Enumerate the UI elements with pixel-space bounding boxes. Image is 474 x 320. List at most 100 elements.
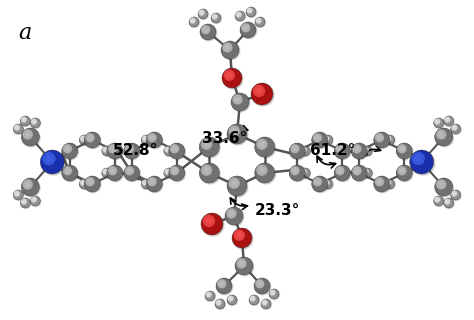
- Circle shape: [388, 182, 389, 183]
- Circle shape: [227, 176, 247, 196]
- Circle shape: [365, 149, 366, 150]
- Circle shape: [451, 124, 461, 134]
- Circle shape: [80, 180, 90, 189]
- Circle shape: [445, 199, 450, 204]
- Circle shape: [302, 170, 305, 173]
- Circle shape: [444, 116, 454, 126]
- Circle shape: [325, 181, 328, 184]
- Circle shape: [325, 137, 328, 140]
- Circle shape: [312, 132, 328, 148]
- Circle shape: [126, 145, 134, 153]
- Circle shape: [16, 193, 18, 194]
- Circle shape: [272, 292, 273, 293]
- Circle shape: [263, 301, 266, 304]
- Circle shape: [324, 136, 329, 141]
- Circle shape: [235, 11, 245, 21]
- Circle shape: [257, 165, 267, 175]
- Circle shape: [110, 168, 115, 173]
- Circle shape: [190, 18, 200, 28]
- Circle shape: [300, 146, 310, 156]
- Circle shape: [336, 167, 344, 175]
- Circle shape: [385, 179, 395, 189]
- Circle shape: [236, 98, 239, 101]
- Circle shape: [337, 168, 342, 173]
- Circle shape: [388, 138, 389, 139]
- Circle shape: [46, 155, 53, 162]
- Circle shape: [216, 300, 221, 305]
- Circle shape: [312, 176, 328, 192]
- Circle shape: [257, 19, 260, 22]
- Circle shape: [252, 298, 253, 299]
- Circle shape: [164, 147, 174, 156]
- Circle shape: [102, 147, 112, 156]
- Circle shape: [167, 149, 168, 150]
- Circle shape: [164, 169, 174, 179]
- Circle shape: [249, 10, 250, 11]
- Circle shape: [335, 166, 351, 182]
- Circle shape: [246, 7, 256, 18]
- Circle shape: [451, 124, 461, 134]
- Circle shape: [102, 146, 112, 156]
- Circle shape: [352, 144, 368, 160]
- Circle shape: [229, 211, 234, 216]
- Circle shape: [261, 299, 271, 309]
- Circle shape: [22, 129, 40, 147]
- Circle shape: [223, 43, 232, 52]
- Circle shape: [324, 180, 329, 185]
- Circle shape: [255, 88, 262, 94]
- Circle shape: [110, 146, 115, 151]
- Circle shape: [417, 157, 420, 160]
- Circle shape: [25, 182, 30, 187]
- Circle shape: [301, 147, 306, 152]
- Circle shape: [32, 198, 36, 201]
- Circle shape: [249, 295, 259, 305]
- Circle shape: [236, 12, 241, 17]
- Circle shape: [141, 135, 151, 145]
- Circle shape: [270, 290, 280, 300]
- Circle shape: [251, 83, 273, 105]
- Circle shape: [171, 167, 179, 175]
- Circle shape: [42, 151, 65, 175]
- Circle shape: [16, 127, 18, 128]
- Circle shape: [218, 302, 219, 303]
- Circle shape: [401, 170, 403, 172]
- Circle shape: [256, 18, 261, 23]
- Circle shape: [107, 143, 123, 159]
- Circle shape: [452, 125, 457, 130]
- Circle shape: [374, 177, 391, 193]
- Circle shape: [313, 178, 321, 186]
- Circle shape: [312, 133, 328, 149]
- Circle shape: [32, 120, 36, 123]
- Circle shape: [258, 20, 259, 21]
- Circle shape: [64, 145, 72, 153]
- Circle shape: [218, 280, 226, 288]
- Circle shape: [63, 144, 79, 160]
- Circle shape: [127, 168, 132, 173]
- Circle shape: [326, 182, 327, 183]
- Circle shape: [199, 10, 209, 20]
- Circle shape: [363, 169, 368, 174]
- Circle shape: [230, 298, 231, 299]
- Circle shape: [437, 130, 446, 139]
- Circle shape: [27, 183, 29, 186]
- Circle shape: [30, 118, 40, 128]
- Circle shape: [436, 198, 439, 201]
- Circle shape: [89, 180, 91, 183]
- Circle shape: [440, 183, 443, 186]
- Circle shape: [105, 149, 106, 150]
- Circle shape: [400, 146, 404, 151]
- Circle shape: [125, 144, 141, 160]
- Circle shape: [88, 179, 92, 184]
- Circle shape: [207, 293, 210, 296]
- Circle shape: [82, 181, 84, 184]
- Circle shape: [102, 168, 112, 178]
- Circle shape: [31, 196, 41, 206]
- Circle shape: [434, 196, 444, 206]
- Circle shape: [313, 134, 321, 142]
- Circle shape: [211, 13, 221, 23]
- Circle shape: [81, 180, 85, 185]
- Circle shape: [242, 24, 250, 32]
- Circle shape: [86, 178, 94, 186]
- Circle shape: [225, 207, 243, 225]
- Circle shape: [397, 144, 413, 160]
